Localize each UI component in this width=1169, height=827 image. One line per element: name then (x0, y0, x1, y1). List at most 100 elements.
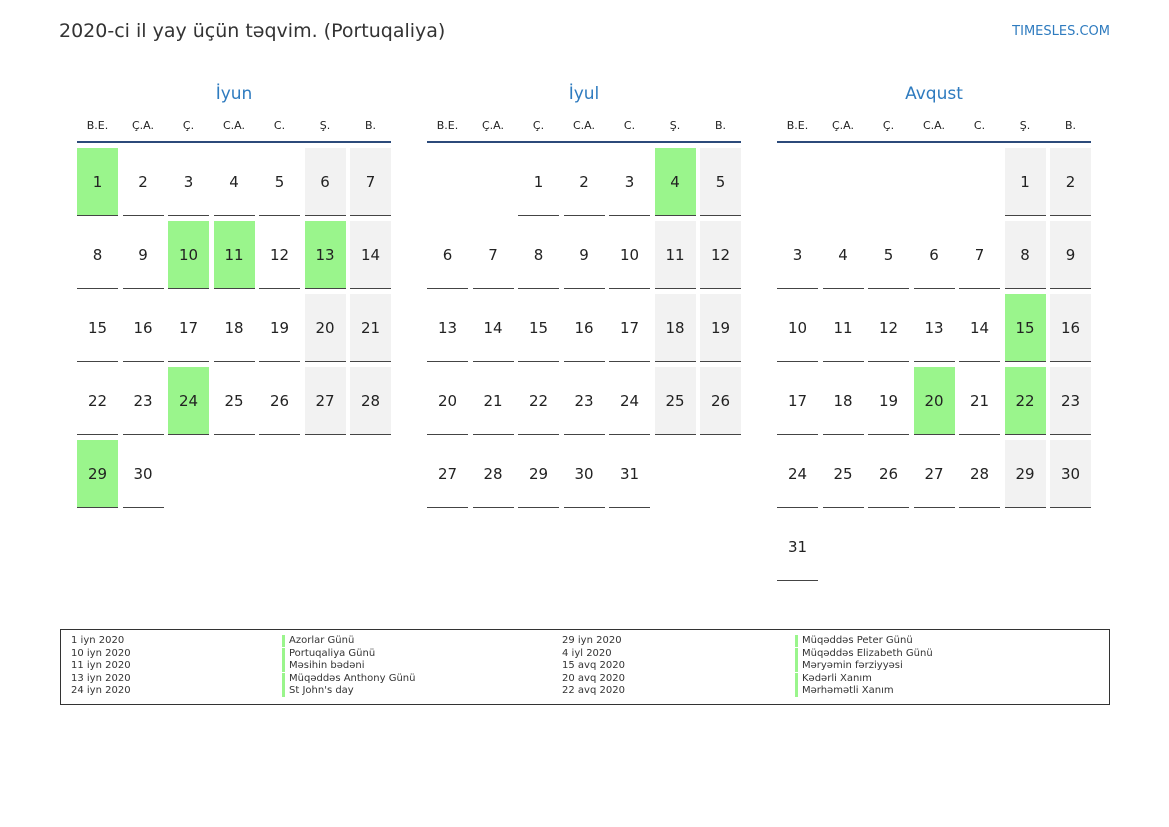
header-rule (77, 141, 391, 143)
day-cell: 10 (777, 294, 818, 362)
month-name: İyul (568, 84, 600, 104)
holiday-name: Kədərli Xanım (802, 672, 872, 684)
day-cell: 31 (777, 513, 818, 581)
day-cell: 5 (700, 148, 741, 216)
day-cell: 10 (168, 221, 209, 289)
day-cell: 14 (959, 294, 1000, 362)
holiday-marker (795, 660, 798, 672)
day-cell: 29 (518, 440, 559, 508)
day-cell: 25 (822, 440, 864, 508)
header-rule (777, 141, 1091, 143)
day-cell: 8 (518, 221, 559, 289)
day-cell: 6 (427, 221, 468, 289)
holiday-marker (795, 672, 798, 685)
day-cell: 3 (168, 148, 209, 216)
day-cell: 2 (122, 148, 164, 216)
day-cell: 13 (304, 221, 346, 289)
weekday: Ç.A. (481, 119, 504, 132)
day-cell: 31 (609, 440, 650, 508)
day-cell: 27 (427, 440, 468, 508)
weekday: C.A. (922, 119, 945, 132)
day-cell: 7 (959, 221, 1000, 289)
day-cell: 23 (563, 367, 605, 435)
day-cell: 7 (472, 221, 514, 289)
weekday: B. (1064, 119, 1077, 132)
day-cell: 11 (213, 221, 255, 289)
day-cell: 6 (913, 221, 955, 289)
day-cell: 1 (77, 148, 118, 216)
day-cell: 11 (822, 294, 864, 362)
weekday: Ç.A. (131, 119, 154, 132)
holiday-name: Müqəddəs Elizabeth Günü (802, 647, 933, 659)
day-cell: 28 (350, 367, 391, 435)
day-cell: 3 (777, 221, 818, 289)
day-cell: 29 (1004, 440, 1046, 508)
day-cell: 21 (350, 294, 391, 362)
weekday: C. (623, 119, 636, 132)
day-cell: 8 (1004, 221, 1046, 289)
day-cell: 9 (1050, 221, 1091, 289)
day-cell: 4 (654, 148, 696, 216)
day-cell: 20 (913, 367, 955, 435)
weekday: C.A. (572, 119, 595, 132)
day-cell: 2 (563, 148, 605, 216)
weekday: Ç. (882, 119, 895, 132)
holiday-legend: 1 iyn 2020 Azorlar Günü 10 iyn 2020 Portuqa… (60, 629, 1110, 705)
day-cell: 26 (259, 367, 300, 435)
day-cell: 12 (259, 221, 300, 289)
holiday-date: 10 iyn 2020 (71, 647, 131, 659)
holiday-name: Müqəddəs Anthony Günü (289, 672, 416, 684)
day-cell: 28 (472, 440, 514, 508)
day-cell: 17 (609, 294, 650, 362)
day-cell: 22 (518, 367, 559, 435)
weekday: Ç.A. (831, 119, 854, 132)
day-cell: 16 (563, 294, 605, 362)
day-cell: 15 (77, 294, 118, 362)
holiday-date: 22 avq 2020 (562, 685, 625, 696)
day-cell: 18 (654, 294, 696, 362)
day-cell: 6 (304, 148, 346, 216)
month-name: İyun (215, 84, 253, 104)
weekday: B.E. (436, 119, 459, 132)
weekday: Ş. (319, 119, 331, 132)
weekday: Ş. (1019, 119, 1031, 132)
weekday: Ş. (669, 119, 681, 132)
title: 2020-ci il yay üçün təqvim. (Portuqaliya… (59, 20, 446, 42)
day-cell: 26 (868, 440, 909, 508)
day-cell: 25 (213, 367, 255, 435)
day-cell: 4 (213, 148, 255, 216)
site-link[interactable]: TIMESLES.COM (1012, 24, 1110, 39)
day-cell: 24 (777, 440, 818, 508)
holiday-date: 13 iyn 2020 (71, 672, 131, 684)
day-cell: 18 (213, 294, 255, 362)
holiday-date: 1 iyn 2020 (71, 635, 125, 646)
holiday-marker (282, 660, 285, 672)
day-cell: 27 (913, 440, 955, 508)
day-cell: 25 (654, 367, 696, 435)
holiday-date: 24 iyn 2020 (71, 685, 131, 696)
day-cell: 4 (822, 221, 864, 289)
day-cell: 11 (654, 221, 696, 289)
day-cell: 19 (700, 294, 741, 362)
weekday: C. (273, 119, 286, 132)
day-cell: 9 (122, 221, 164, 289)
day-cell: 23 (122, 367, 164, 435)
day-cell: 10 (609, 221, 650, 289)
holiday-name: Azorlar Günü (289, 635, 355, 646)
day-cell: 24 (609, 367, 650, 435)
weekday: Ç. (182, 119, 195, 132)
month-name: Avqust (905, 84, 963, 104)
day-cell: 21 (472, 367, 514, 435)
day-cell: 30 (1050, 440, 1091, 508)
day-cell: 17 (777, 367, 818, 435)
day-cell: 27 (304, 367, 346, 435)
day-cell: 12 (700, 221, 741, 289)
day-cell: 13 (427, 294, 468, 362)
day-cell: 24 (168, 367, 209, 435)
weekday: Ç. (532, 119, 545, 132)
weekday: B.E. (786, 119, 809, 132)
day-cell: 5 (259, 148, 300, 216)
holiday-date: 20 avq 2020 (562, 672, 625, 684)
holiday-name: Məryəmin fərziyyəsi (802, 660, 903, 671)
weekday: C. (973, 119, 986, 132)
